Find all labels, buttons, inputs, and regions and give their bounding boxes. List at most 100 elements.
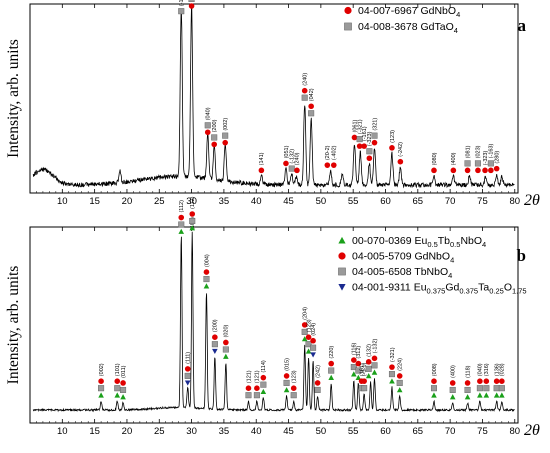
- marker-triangle: [203, 283, 210, 289]
- marker-down-triangle: [184, 380, 191, 386]
- hkl-label: (400): [451, 365, 457, 378]
- peak-annotation: (004): [203, 254, 210, 289]
- hkl-label: (-163): [489, 144, 495, 159]
- marker-circle: [389, 364, 395, 370]
- marker-square: [338, 267, 346, 276]
- hkl-label: (116): [352, 342, 358, 355]
- hkl-label: (040): [206, 107, 212, 120]
- peak-annotation: (240): [301, 73, 309, 101]
- peak-annotation: (040): [204, 107, 212, 136]
- peak-annotation: (-163): [487, 144, 495, 174]
- legend-subscript: 4: [456, 10, 460, 19]
- marker-square: [288, 165, 295, 172]
- peak-annotation: (101): [114, 363, 121, 398]
- hkl-label: (141): [259, 152, 265, 165]
- marker-circle: [301, 322, 308, 328]
- hkl-label: (20-2): [325, 145, 331, 160]
- hkl-label: (118): [465, 365, 471, 378]
- marker-square: [114, 385, 121, 392]
- marker-circle: [283, 373, 290, 379]
- marker-circle: [338, 252, 346, 260]
- legend-text-part: 04-001-9311 Eu: [352, 282, 427, 294]
- legend-subscript: 4: [482, 240, 486, 249]
- peak-annotation: (020): [222, 324, 230, 359]
- marker-triangle: [371, 369, 378, 375]
- peak-annotation: (015): [283, 358, 290, 393]
- marker-circle: [396, 373, 403, 379]
- marker-circle: [245, 385, 252, 392]
- marker-circle: [389, 145, 395, 151]
- x-tick-label: 70: [445, 426, 456, 437]
- x-tick-label: 25: [154, 426, 165, 437]
- legend-text-part: 04-007-6967 GdNbO: [358, 5, 456, 17]
- hkl-label: (112): [190, 196, 196, 209]
- marker-square: [283, 379, 290, 386]
- marker-circle: [260, 374, 267, 381]
- peak-annotation: (112): [178, 200, 185, 234]
- marker-square: [474, 160, 481, 167]
- peak-annotation: (240): [294, 152, 301, 174]
- marker-square: [290, 392, 297, 399]
- peak-annotation: (242): [314, 365, 321, 393]
- marker-circle: [294, 167, 300, 174]
- plot-frame: [29, 226, 519, 424]
- x-tick-label: 35: [219, 196, 230, 207]
- marker-triangle: [283, 387, 290, 393]
- peak-annotation: (-323): [366, 131, 373, 162]
- hkl-label: (002): [99, 363, 105, 376]
- legend-subscript: 0.375: [427, 287, 446, 296]
- peak-annotation: (121): [245, 370, 252, 399]
- xrd-trace: [32, 231, 515, 413]
- marker-square: [487, 160, 494, 167]
- marker-square: [476, 385, 483, 392]
- marker-circle: [488, 167, 494, 174]
- peak-annotation: (023): [474, 145, 482, 174]
- marker-triangle: [260, 388, 267, 395]
- marker-circle: [355, 360, 362, 367]
- marker-circle: [328, 360, 335, 367]
- marker-square: [305, 341, 312, 348]
- hkl-label: (220): [329, 346, 335, 359]
- legend-text-part: NbO: [460, 235, 482, 247]
- marker-square: [222, 132, 229, 139]
- marker-square: [188, 0, 195, 2]
- hkl-label: (200): [213, 319, 219, 332]
- peak-annotation: (-321): [388, 347, 396, 384]
- marker-triangle: [396, 387, 403, 393]
- hkl-label: (-323): [483, 151, 489, 166]
- x-tick-label: 75: [477, 426, 488, 437]
- legend-entry: 04-008-3678 GdTaO4: [358, 21, 458, 35]
- marker-circle: [344, 6, 352, 15]
- marker-square: [260, 381, 267, 388]
- peak-annotation: (121): [188, 0, 195, 9]
- hkl-label: (123): [306, 319, 312, 332]
- panel-letter: a: [518, 16, 527, 35]
- x-tick-label: 25: [154, 196, 165, 207]
- marker-circle: [450, 167, 457, 174]
- hkl-label: (240): [295, 152, 301, 165]
- hkl-label: (-321): [357, 119, 363, 134]
- legend-text-part: 04-008-3678 GdTaO: [358, 21, 454, 33]
- peak-annotation: (-3-1): [361, 363, 368, 392]
- marker-square: [356, 136, 363, 143]
- hkl-label: (200): [212, 119, 218, 132]
- marker-triangle: [98, 392, 104, 398]
- marker-down-triangle: [212, 348, 218, 354]
- hkl-label: (242): [315, 365, 321, 378]
- marker-down-triangle: [310, 352, 316, 358]
- x-tick-label: 15: [89, 426, 100, 437]
- hkl-label: (-132): [290, 149, 296, 164]
- marker-circle: [301, 87, 308, 94]
- marker-square: [211, 134, 218, 141]
- marker-square: [365, 365, 372, 372]
- marker-square: [371, 132, 378, 139]
- marker-circle: [211, 141, 218, 148]
- peak-annotation: (141): [258, 152, 265, 174]
- marker-circle: [361, 143, 367, 149]
- plot-frame: [29, 3, 519, 194]
- peak-annotation: (116): [350, 342, 358, 377]
- hkl-label: (061): [352, 119, 358, 132]
- marker-circle: [351, 134, 358, 141]
- peak-annotation: (280): [493, 151, 500, 172]
- legend-text-part: Ta: [478, 282, 489, 294]
